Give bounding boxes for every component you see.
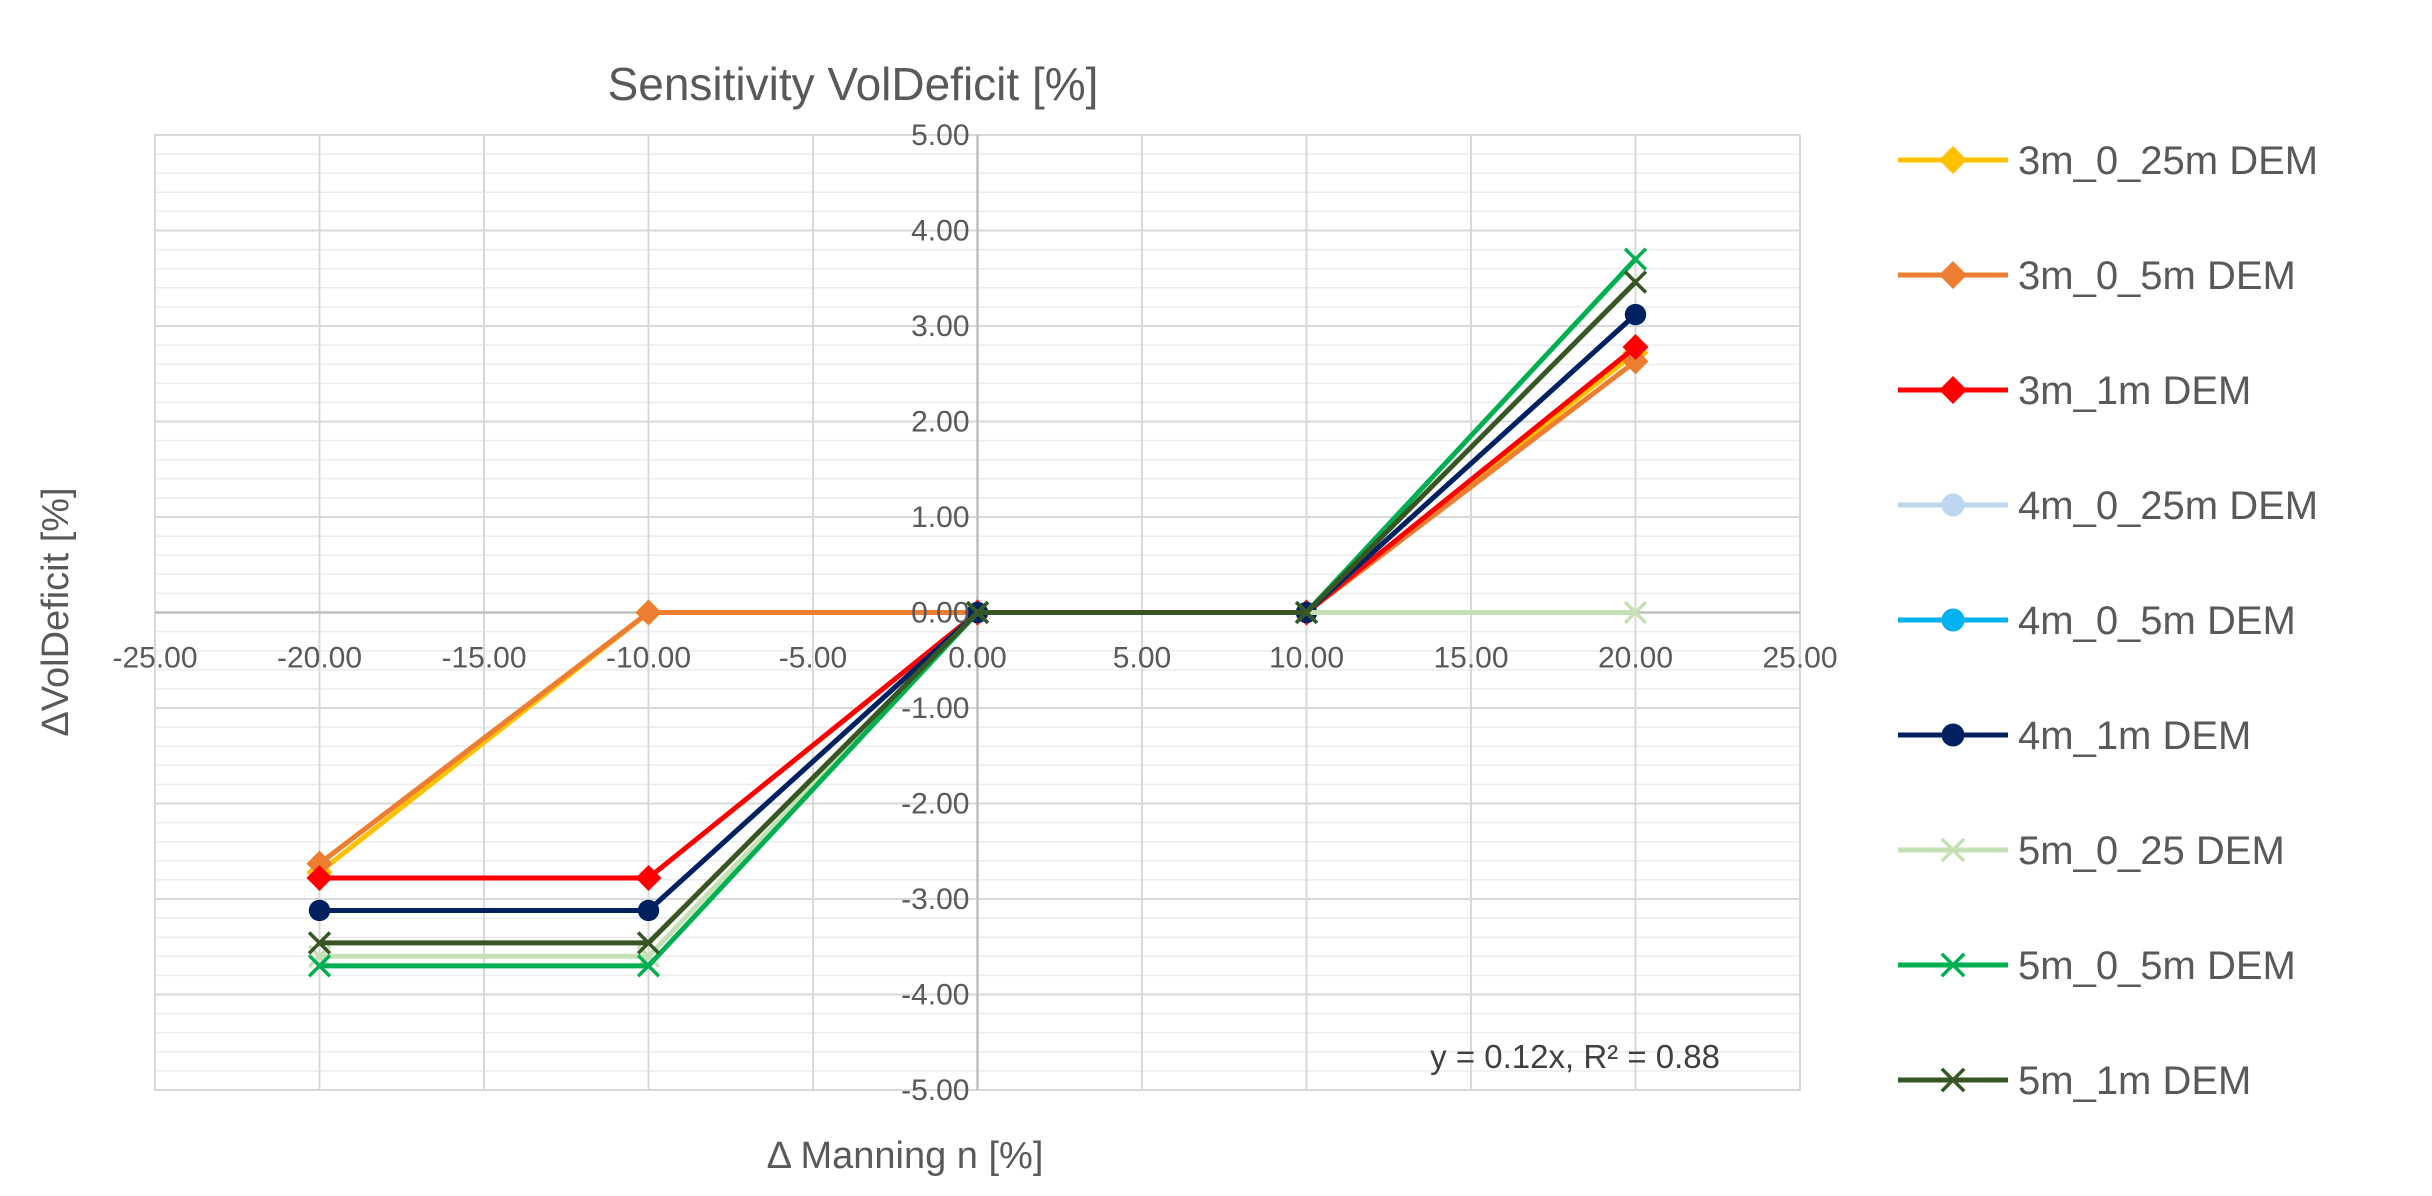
- y-tick-label: -1.00: [901, 692, 969, 725]
- marker-x: [636, 954, 661, 978]
- series-group: [306, 247, 1649, 978]
- legend-label: 5m_0_5m DEM: [2018, 944, 2296, 988]
- legend-label: 4m_0_25m DEM: [2018, 484, 2318, 528]
- legend-item: 5m_1m DEM: [1898, 1059, 2251, 1103]
- x-tick-label: 25.00: [1762, 642, 1837, 675]
- marker-x: [1940, 1067, 1966, 1093]
- y-tick-label: -3.00: [901, 883, 969, 916]
- y-axis-label: ΔVolDeficit [%]: [35, 487, 77, 736]
- marker-x: [1940, 952, 1966, 978]
- legend-label: 5m_1m DEM: [2018, 1059, 2251, 1103]
- marker-x: [1623, 247, 1648, 271]
- x-tick-label: -25.00: [112, 642, 197, 675]
- legend-item: 3m_0_25m DEM: [1898, 139, 2318, 183]
- legend-label: 4m_1m DEM: [2018, 714, 2251, 758]
- marker-diamond: [306, 864, 333, 891]
- legend-item: 3m_1m DEM: [1898, 369, 2251, 413]
- marker-x: [1294, 600, 1319, 625]
- x-tick-label: 20.00: [1598, 642, 1673, 675]
- marker-diamond: [1939, 376, 1967, 404]
- y-tick-label: -5.00: [901, 1074, 969, 1107]
- marker-circle: [308, 899, 331, 922]
- legend-item: 5m_0_5m DEM: [1898, 944, 2296, 988]
- marker-x: [1940, 837, 1966, 863]
- marker-circle: [1941, 493, 1965, 517]
- marker-diamond: [1622, 334, 1649, 361]
- legend-label: 4m_0_5m DEM: [2018, 599, 2296, 643]
- legend: 3m_0_25m DEM 3m_0_5m DEM 3m_1m DEM 4m_0_25m…: [1898, 139, 2318, 1103]
- y-tick-label: 3.00: [911, 310, 969, 343]
- y-tick-label: 1.00: [911, 501, 969, 534]
- marker-circle: [1624, 303, 1647, 326]
- plot-area: -25.00 -20.00 -15.00 -10.00 -5.00 0.00 5.00 10.…: [112, 119, 1837, 1107]
- regression-annotation: y = 0.12x, R² = 0.88: [1430, 1038, 1720, 1075]
- chart-title: Sensitivity VolDeficit [%]: [608, 58, 1099, 110]
- legend-item: 3m_0_5m DEM: [1898, 254, 2296, 298]
- x-tick-label: -5.00: [779, 642, 847, 675]
- marker-x: [965, 600, 990, 625]
- x-axis-label: Δ Manning n [%]: [767, 1135, 1044, 1177]
- marker-diamond: [1939, 146, 1967, 174]
- marker-circle: [1941, 608, 1965, 632]
- x-tick-label: 0.00: [948, 642, 1006, 675]
- legend-item: 4m_0_5m DEM: [1898, 599, 2296, 643]
- x-tick-labels: -25.00 -20.00 -15.00 -10.00 -5.00 0.00 5.00 10.…: [112, 642, 1837, 675]
- marker-x: [307, 931, 332, 955]
- marker-x: [307, 954, 332, 978]
- marker-diamond: [1939, 261, 1967, 289]
- y-tick-labels: 5.00 4.00 3.00 2.00 1.00 0.00 -1.00 -2.00 -3.00 -…: [901, 119, 969, 1107]
- marker-x: [1623, 600, 1648, 625]
- legend-item: 4m_1m DEM: [1898, 714, 2251, 758]
- x-tick-label: 15.00: [1433, 642, 1508, 675]
- marker-circle: [1941, 723, 1965, 747]
- series-5m_1m DEM: [307, 270, 1648, 955]
- legend-label: 3m_1m DEM: [2018, 369, 2251, 413]
- marker-x: [1623, 270, 1648, 294]
- marker-x: [636, 931, 661, 955]
- x-tick-label: 10.00: [1269, 642, 1344, 675]
- x-tick-label: -20.00: [277, 642, 362, 675]
- y-tick-label: 2.00: [911, 406, 969, 439]
- legend-label: 3m_0_25m DEM: [2018, 139, 2318, 183]
- marker-diamond: [306, 850, 333, 877]
- legend-label: 5m_0_25 DEM: [2018, 829, 2285, 873]
- marker-diamond: [635, 864, 662, 891]
- y-tick-label: 5.00: [911, 119, 969, 152]
- marker-diamond: [635, 599, 662, 626]
- y-tick-label: 0.00: [911, 597, 969, 630]
- marker-circle: [637, 899, 660, 922]
- y-tick-label: 4.00: [911, 215, 969, 248]
- y-tick-label: -2.00: [901, 788, 969, 821]
- x-tick-label: -15.00: [441, 642, 526, 675]
- x-tick-label: -10.00: [606, 642, 691, 675]
- y-tick-label: -4.00: [901, 979, 969, 1012]
- x-tick-label: 5.00: [1113, 642, 1171, 675]
- legend-label: 3m_0_5m DEM: [2018, 254, 2296, 298]
- legend-item: 4m_0_25m DEM: [1898, 484, 2318, 528]
- legend-item: 5m_0_25 DEM: [1898, 829, 2285, 873]
